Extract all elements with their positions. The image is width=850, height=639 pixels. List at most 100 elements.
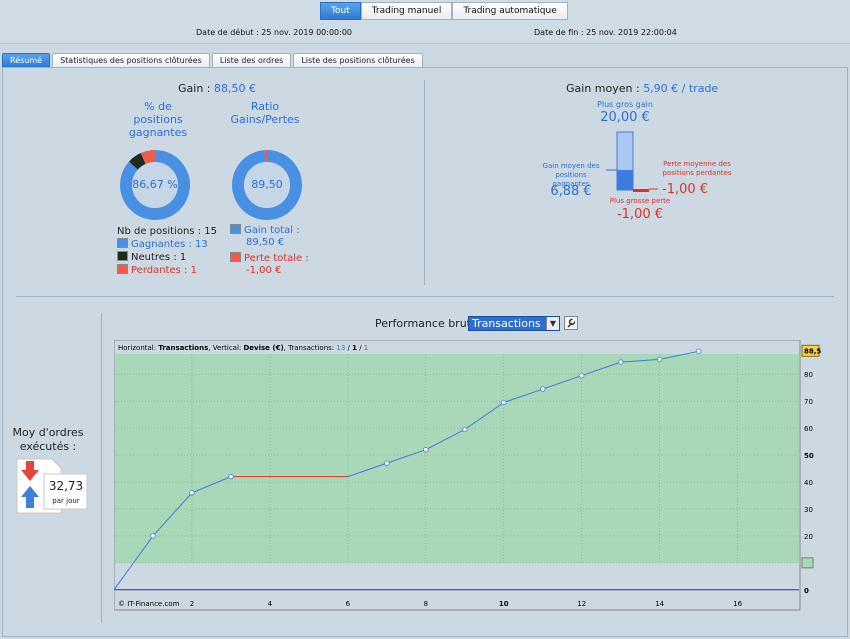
neutral-swatch <box>117 251 128 261</box>
avg-losing-label: Perte moyenne des positions perdantes <box>660 160 734 178</box>
ratio-title-line1: Ratio <box>250 100 280 113</box>
pct-title-line1: % de <box>144 100 172 113</box>
series-segment <box>620 358 660 363</box>
pct-title-line2: positions <box>133 113 183 126</box>
performance-chart: 2 4 6 8 10 12 14 16 0 10 20 30 40 50 60 70 80 Horizonta… <box>114 340 821 611</box>
positions-legend: Nb de positions : 15 Gagnantes : 13 Neut… <box>117 225 217 277</box>
avg-gain-value: 5,90 € / trade <box>643 82 719 95</box>
total-loss-swatch <box>230 252 241 262</box>
data-point <box>189 490 195 496</box>
y-tick-label: 70 <box>804 398 813 406</box>
data-point <box>695 348 702 355</box>
mode-all-button[interactable]: Tout <box>320 2 361 20</box>
losing-label: Perdantes : 1 <box>131 265 197 276</box>
ratio-donut-canvas: 89,50 <box>232 150 302 220</box>
avg-gain-bar-chart <box>606 131 658 192</box>
profit-zone <box>115 354 799 563</box>
x-axis-ticks: 2 4 6 8 10 12 14 16 <box>190 600 743 608</box>
gain-label: Gain : <box>178 82 214 95</box>
chevron-down-icon: ▼ <box>546 317 559 330</box>
series-segment <box>114 535 154 591</box>
chart-header: Horizontal: Transactions, Vertical: Devi… <box>118 344 368 352</box>
vertical-divider <box>424 80 425 285</box>
mode-auto-button[interactable]: Trading automatique <box>452 2 568 20</box>
end-date: Date de fin : 25 nov. 2019 22:00:04 <box>534 28 677 37</box>
legend-neutral: Neutres : 1 <box>117 251 217 264</box>
biggest-gain-value: 20,00 € <box>600 110 650 125</box>
data-point <box>579 372 585 379</box>
gain-value: 88,50 € <box>214 82 256 95</box>
winning-label: Gagnantes : 13 <box>131 239 208 250</box>
data-point <box>501 399 507 406</box>
ratio-donut-value: 89,50 <box>251 178 283 191</box>
series-segment <box>191 476 232 494</box>
x-tick-label: 6 <box>346 600 351 608</box>
performance-label: Performance brute <box>375 317 478 330</box>
data-point <box>423 446 429 453</box>
series-segment <box>464 402 505 430</box>
total-gain-label: Gain total : <box>244 225 300 236</box>
biggest-loss-value: -1,00 € <box>616 207 664 222</box>
y-tick-label: 40 <box>804 479 813 487</box>
performance-select[interactable]: Transactions ▼ <box>468 316 560 331</box>
data-point <box>384 460 390 466</box>
baseline-marker <box>801 557 814 569</box>
x-tick-label: 8 <box>424 600 428 608</box>
tab-orders[interactable]: Liste des ordres <box>211 53 292 67</box>
biggest-loss-label: Plus grosse perte <box>609 197 671 205</box>
orders-avg-title-line2: exécutés : <box>19 440 77 453</box>
orders-avg-title: Moy d'ordres exécutés : <box>10 426 86 454</box>
data-point <box>540 386 546 392</box>
performance-select-value: Transactions <box>472 317 541 330</box>
ratio-title: Ratio Gains/Pertes <box>220 100 310 126</box>
start-date: Date de début : 25 nov. 2019 00:00:00 <box>196 28 352 37</box>
series-segment <box>659 350 699 360</box>
y-tick-label: 20 <box>804 533 813 541</box>
avg-winning-value: 6,88 € <box>550 184 592 199</box>
y-tick-label: 50 <box>804 452 814 460</box>
donut-center <box>132 162 178 208</box>
tab-closed-stats[interactable]: Statistiques des positions clôturées <box>52 53 210 67</box>
winning-swatch <box>117 238 128 248</box>
data-point <box>228 473 234 480</box>
donut-win-segment <box>120 150 190 220</box>
avg-winning-label-line1: Gain moyen des <box>542 162 600 170</box>
orders-value-box <box>43 473 88 510</box>
top-toolbar: Tout Trading manuel Trading automatique … <box>0 0 850 44</box>
orders-divider <box>101 313 102 623</box>
avg-winning-label-line2: positions gagnantes <box>552 171 590 188</box>
avg-losing-label-line2: positions perdantes <box>662 169 732 177</box>
x-tick-label: 14 <box>655 600 664 608</box>
tab-closed-positions[interactable]: Liste des positions clôturées <box>293 53 423 67</box>
orders-icon <box>16 458 88 514</box>
tab-bar: Résumé Statistiques des positions clôtur… <box>2 53 425 67</box>
mode-manual-button[interactable]: Trading manuel <box>360 2 453 20</box>
avg-losing-label-line1: Perte moyenne des <box>663 160 731 168</box>
avg-winning-label: Gain moyen des positions gagnantes <box>536 162 606 189</box>
y-tick-label: 80 <box>804 371 813 379</box>
positions-count: Nb de positions : 15 <box>117 226 217 237</box>
orders-avg-unit: par jour <box>52 497 80 505</box>
data-point <box>656 356 663 363</box>
horizontal-divider <box>16 296 834 297</box>
donut-charts: 86,67 % 89,50 <box>120 150 190 220</box>
y-tick-label: 30 <box>804 506 813 514</box>
legend-losing: Perdantes : 1 <box>117 264 217 277</box>
ratio-gain-segment <box>232 150 302 220</box>
y-tick-label: 60 <box>804 425 813 433</box>
x-tick-label: 10 <box>499 600 509 608</box>
legend-winning: Gagnantes : 13 <box>117 238 217 251</box>
mode-selector: Tout Trading manuel Trading automatique <box>320 2 568 20</box>
x-tick-label: 12 <box>577 600 586 608</box>
series-segment <box>542 375 582 390</box>
series-segment <box>425 429 466 451</box>
total-loss-label: Perte totale : <box>244 253 309 264</box>
avg-gain-label: Gain moyen : <box>566 82 644 95</box>
pct-winning-donut <box>120 150 190 220</box>
last-value-marker: 88,5 <box>801 344 821 357</box>
pct-title-line3: gagnantes <box>128 126 188 139</box>
buy-arrow-icon <box>21 486 39 508</box>
wrench-icon[interactable] <box>564 316 578 330</box>
total-gain-swatch <box>230 224 241 234</box>
tab-resume[interactable]: Résumé <box>2 53 51 67</box>
